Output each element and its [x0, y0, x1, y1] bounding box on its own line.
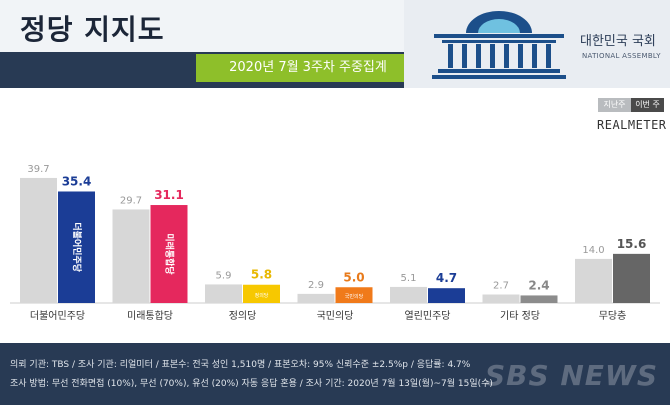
survey-info-line-2: 조사 방법: 무선 전화면접 (10%), 무선 (70%), 유선 (20%)… [10, 379, 493, 389]
assembly-name: 대한민국 국회 [580, 34, 656, 49]
bar-prev-week [297, 293, 335, 303]
party-logo-mark: 국민의당 [345, 293, 364, 300]
data-label-prev-week: 39.7 [27, 164, 49, 175]
subtitle-box: 2020년 7월 3주차 주중집계 [196, 54, 420, 82]
bar-this-week [58, 191, 95, 303]
category-label: 열린민주당 [405, 310, 451, 322]
bar-prev-week [390, 286, 427, 303]
party-logo-mark: 미래통합당 [164, 233, 176, 275]
national-assembly-logo [432, 11, 566, 79]
bar-this-week [335, 287, 373, 303]
category-label: 미래통합당 [127, 310, 173, 322]
bar-prev-week [112, 209, 150, 303]
bar-this-week [613, 253, 650, 303]
legend-prev-week: 지난주 [598, 98, 631, 112]
title-box: 정당 지지도 [0, 0, 404, 52]
party-logo-mark: 더불어민주당 [71, 222, 83, 272]
data-label-prev-week: 2.7 [493, 280, 509, 291]
party-logo-mark: 정의당 [255, 292, 269, 299]
data-label-prev-week: 29.7 [120, 195, 142, 206]
footer: 의뢰 기관: TBS / 조사 기관: 리얼미터 / 표본수: 전국 성인 1,… [0, 343, 670, 405]
bar-this-week [243, 284, 280, 303]
data-label-this-week: 4.7 [436, 271, 457, 285]
data-label-this-week: 35.4 [62, 174, 92, 188]
source-label: REALMETER [597, 118, 667, 132]
data-label-prev-week: 14.0 [582, 245, 604, 256]
data-label-prev-week: 2.9 [308, 280, 324, 291]
bar-prev-week [20, 177, 57, 303]
category-label: 기타 정당 [500, 310, 540, 322]
category-label: 국민의당 [317, 310, 354, 322]
survey-info-line-1: 의뢰 기관: TBS / 조사 기관: 리얼미터 / 표본수: 전국 성인 1,… [10, 360, 471, 370]
bar-prev-week [575, 258, 612, 303]
category-label: 정의당 [229, 310, 257, 322]
legend-this-week: 이번 주 [631, 98, 664, 112]
data-label-this-week: 5.0 [343, 270, 364, 284]
category-label: 더불어민주당 [30, 310, 85, 322]
category-label: 무당층 [599, 310, 627, 322]
data-label-this-week: 15.6 [617, 237, 647, 251]
data-label-this-week: 31.1 [154, 188, 184, 202]
bar-prev-week [205, 284, 242, 303]
bar-this-week [428, 288, 465, 303]
bar-this-week [520, 295, 558, 303]
page-title: 정당 지지도 [20, 13, 165, 46]
chart-area: 39.7 35.4 더불어민주당 더불어민주당 29.7 31.1 미래통합당 미래통합당 5.… [0, 88, 670, 343]
broadcaster-watermark: SBS NEWS [484, 359, 658, 392]
bar-this-week [150, 205, 188, 303]
data-label-prev-week: 5.9 [216, 270, 232, 281]
data-label-prev-week: 5.1 [401, 273, 417, 284]
data-label-this-week: 2.4 [528, 278, 549, 292]
header: 정당 지지도 2020년 7월 3주차 주중집계 대한민국 국회 NATIONA… [0, 0, 670, 88]
data-label-this-week: 5.8 [251, 268, 272, 282]
assembly-name-english: NATIONAL ASSEMBLY [582, 52, 661, 60]
bar-prev-week [482, 294, 520, 303]
page-subtitle: 2020년 7월 3주차 주중집계 [229, 60, 387, 75]
